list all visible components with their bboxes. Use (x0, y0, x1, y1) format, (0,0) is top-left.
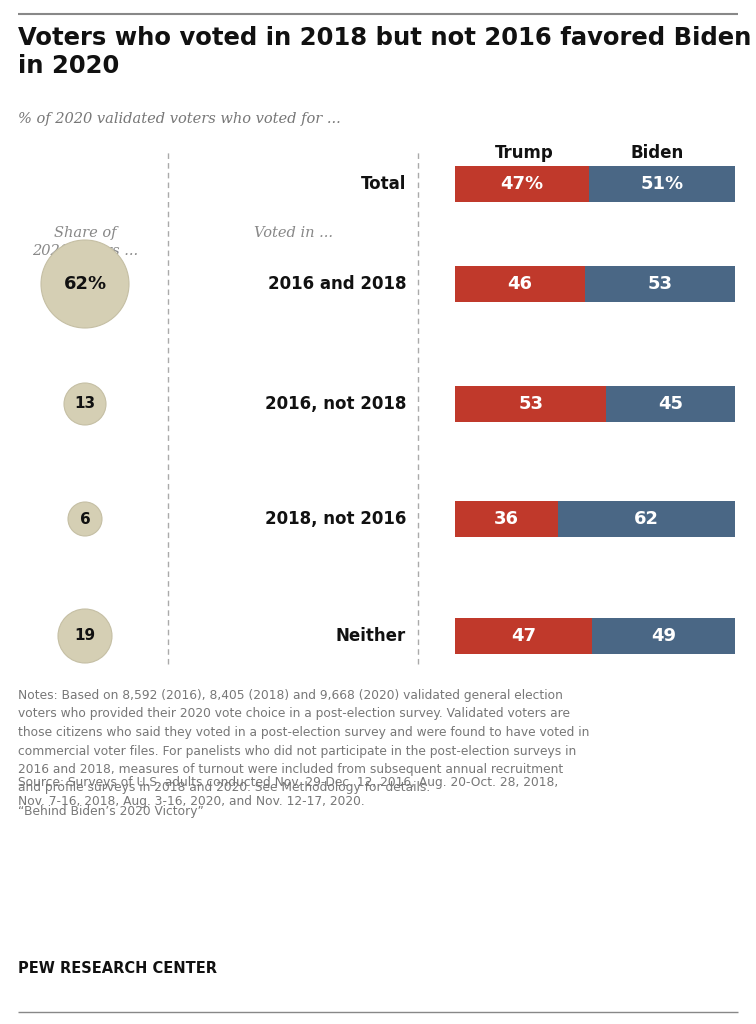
Text: 49: 49 (651, 627, 676, 645)
Bar (455, 618, 592, 654)
Text: Source: Surveys of U.S. adults conducted Nov. 29-Dec. 12, 2016, Aug. 20-Oct. 28,: Source: Surveys of U.S. adults conducted… (18, 776, 558, 808)
Text: 2016, not 2018: 2016, not 2018 (265, 395, 406, 413)
Text: 47: 47 (511, 627, 536, 645)
Bar (455, 501, 558, 537)
Bar (455, 166, 589, 202)
Text: 53: 53 (518, 395, 544, 413)
Bar (455, 386, 606, 422)
Text: Voters who voted in 2018 but not 2016 favored Biden
in 2020: Voters who voted in 2018 but not 2016 fa… (18, 26, 751, 78)
Circle shape (58, 609, 112, 663)
Text: 2016 and 2018: 2016 and 2018 (268, 275, 406, 293)
Bar (606, 386, 735, 422)
Text: Notes: Based on 8,592 (2016), 8,405 (2018) and 9,668 (2020) validated general el: Notes: Based on 8,592 (2016), 8,405 (201… (18, 689, 590, 795)
Bar (592, 618, 735, 654)
Text: Neither: Neither (336, 627, 406, 645)
Text: 6: 6 (79, 512, 91, 526)
Text: 47%: 47% (500, 175, 544, 193)
Text: 2018, not 2016: 2018, not 2016 (265, 510, 406, 528)
Text: PEW RESEARCH CENTER: PEW RESEARCH CENTER (18, 961, 217, 976)
Circle shape (68, 502, 102, 536)
Text: 62%: 62% (64, 275, 107, 293)
Bar (589, 166, 735, 202)
Text: 46: 46 (507, 275, 532, 293)
Text: 45: 45 (658, 395, 683, 413)
Text: “Behind Biden’s 2020 Victory”: “Behind Biden’s 2020 Victory” (18, 805, 204, 818)
Text: 19: 19 (74, 629, 95, 643)
Text: Trump: Trump (494, 144, 553, 162)
Text: Total: Total (361, 175, 406, 193)
Text: 53: 53 (648, 275, 673, 293)
Circle shape (64, 383, 106, 425)
Text: 62: 62 (634, 510, 659, 528)
Text: % of 2020 validated voters who voted for ...: % of 2020 validated voters who voted for… (18, 112, 341, 126)
Text: 13: 13 (74, 396, 95, 412)
Text: Share of
2020 voters ...: Share of 2020 voters ... (32, 226, 138, 258)
Text: Biden: Biden (631, 144, 683, 162)
Text: Voted in ...: Voted in ... (253, 226, 333, 240)
Bar (455, 266, 585, 302)
Text: 36: 36 (494, 510, 519, 528)
Circle shape (41, 240, 129, 328)
Text: 51%: 51% (640, 175, 683, 193)
Bar (585, 266, 735, 302)
Bar (558, 501, 735, 537)
